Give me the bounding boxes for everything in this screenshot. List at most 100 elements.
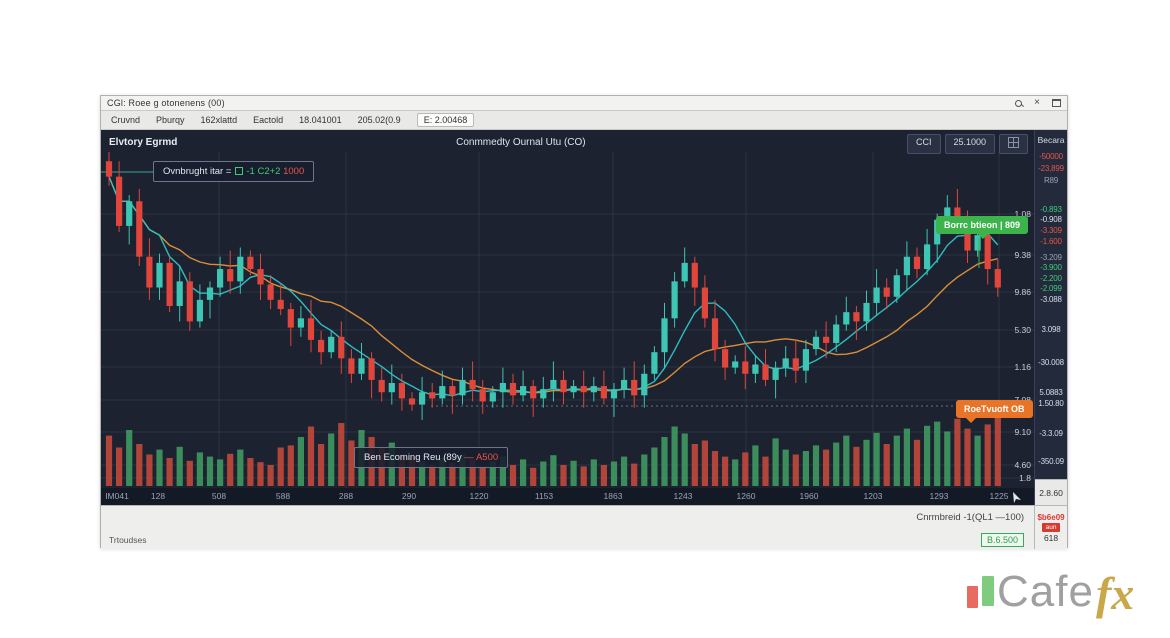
- period-button[interactable]: 25.1000: [944, 134, 996, 154]
- candle-body: [772, 367, 779, 380]
- highlight-value: B.6.500: [981, 533, 1025, 547]
- candle-body: [681, 262, 688, 282]
- candle-body: [368, 358, 375, 380]
- candle-body: [520, 386, 527, 396]
- volume-bar: [883, 444, 890, 486]
- grid-toggle-button[interactable]: [999, 134, 1029, 154]
- toolbar-value-box[interactable]: E: 2.00468: [416, 113, 475, 127]
- sell-signal-callout[interactable]: RoeTvuoft OB: [956, 400, 1033, 423]
- volume-bar: [509, 465, 517, 486]
- toolbar-item-2[interactable]: Pburqy: [156, 115, 185, 125]
- overbought-value-green: -1 C2+2: [246, 166, 281, 177]
- candle-body: [924, 244, 931, 270]
- price-scale-value: 3.098: [1041, 325, 1061, 334]
- candle-body: [136, 201, 143, 257]
- volume-bar: [570, 460, 577, 486]
- bottom-panel: Cnrmbreid -1(QL1 —100) B.6.500 Trtoudses…: [101, 505, 1067, 549]
- bottom-note-annotation: Ben Ecoming Reu (89y — A500: [354, 447, 509, 468]
- candlestick-logo-icon: [963, 568, 997, 614]
- note-label: Ben Ecoming Reu (89y: [364, 452, 462, 463]
- volume-bar: [934, 421, 941, 486]
- x-axis-label: 1960: [800, 491, 819, 501]
- volume-bar: [610, 461, 618, 486]
- volume-bar: [489, 461, 496, 486]
- candle-body: [762, 364, 769, 380]
- maximize-icon[interactable]: [1052, 99, 1061, 107]
- chart-area[interactable]: IM041 128 508 588 288 290 1220 1153 1863 1243 1260…: [101, 130, 1035, 505]
- volume-bar: [661, 437, 668, 486]
- price-scale-value: 1.50.80: [1038, 399, 1064, 408]
- price-label: 9.86: [1014, 287, 1031, 297]
- search-icon[interactable]: [1015, 99, 1023, 107]
- volume-bar: [318, 444, 325, 486]
- volume-bar: [742, 452, 749, 486]
- candle-body: [621, 379, 628, 390]
- candle-body: [358, 358, 365, 374]
- volume-bar: [459, 454, 466, 486]
- volume-bar: [328, 433, 335, 486]
- volume-bar: [469, 459, 476, 486]
- volume-bar: [762, 456, 769, 486]
- candle-body: [883, 287, 890, 297]
- cci-button[interactable]: CCI: [907, 134, 941, 154]
- candle-body: [722, 349, 729, 368]
- candle-body: [610, 389, 618, 399]
- candle-body: [661, 318, 668, 353]
- candle-body: [509, 383, 517, 396]
- candle-body: [489, 392, 496, 402]
- x-axis-strip: [101, 488, 1035, 505]
- volume-bar: [237, 449, 244, 486]
- volume-bar: [116, 447, 123, 486]
- volume-bar: [136, 444, 143, 486]
- toolbar-item-4[interactable]: Eactold: [253, 115, 284, 125]
- volume-bar: [267, 465, 274, 486]
- candle-body: [237, 256, 244, 282]
- candle-body: [641, 373, 648, 396]
- candle-body: [307, 318, 315, 340]
- volume-bar: [429, 465, 436, 486]
- volume-bar: [752, 445, 759, 486]
- candle-body: [206, 287, 214, 300]
- candle-body: [196, 299, 203, 322]
- volume-bar: [954, 418, 961, 486]
- volume-bar: [984, 424, 991, 486]
- toolbar-item-3[interactable]: 162xlattd: [200, 115, 238, 125]
- volume-bar: [641, 454, 648, 486]
- toolbar-item-1[interactable]: Cruvnd: [111, 115, 141, 125]
- close-icon[interactable]: ×: [1034, 97, 1040, 108]
- price-label: 9.10: [1014, 427, 1031, 437]
- candle-body: [419, 392, 426, 405]
- toolbar-item-5[interactable]: 18.041001: [299, 115, 342, 125]
- candle-body: [166, 262, 173, 306]
- x-axis-label: 290: [402, 491, 416, 501]
- volume-bar: [520, 459, 527, 486]
- volume-bar: [722, 456, 729, 486]
- candle-body: [893, 275, 900, 297]
- candle-body: [984, 235, 991, 270]
- price-scale[interactable]: Becara -50000 -23,899 R89 -0.893 -0.908 -3.30…: [1034, 130, 1067, 505]
- candle-body: [429, 392, 436, 399]
- volume-bar: [560, 465, 567, 486]
- toolbar: Cruvnd Pburqy 162xlattd Eactold 18.04100…: [101, 111, 1067, 130]
- volume-bar: [206, 456, 214, 486]
- candle-body: [600, 386, 607, 399]
- cursor-arrow-icon: [1013, 492, 1021, 503]
- volume-bar: [227, 453, 234, 486]
- buy-signal-callout[interactable]: Borrc btieon | 809: [936, 216, 1029, 239]
- volume-bar: [540, 461, 547, 486]
- candle-body: [802, 349, 809, 371]
- volume-bar: [651, 447, 658, 486]
- volume-bar: [530, 467, 537, 486]
- candle-body: [752, 364, 759, 374]
- candle-body: [398, 383, 405, 399]
- volume-bar: [257, 462, 264, 486]
- candle-body: [328, 336, 335, 353]
- volume-bar: [873, 432, 880, 486]
- candle-body: [540, 389, 547, 399]
- scale-bottom-value: 2.8.60: [1035, 479, 1067, 505]
- status-text: Trtoudses: [109, 535, 147, 545]
- toolbar-item-6[interactable]: 205.02(0.9: [357, 115, 401, 125]
- candle-body: [903, 256, 910, 276]
- x-axis-label: 508: [212, 491, 226, 501]
- volume-bar: [913, 439, 921, 486]
